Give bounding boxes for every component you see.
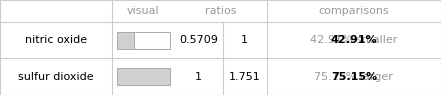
Text: 1: 1: [241, 35, 248, 45]
Bar: [117, 68, 170, 85]
Bar: [117, 32, 134, 49]
Text: 42.91% smaller: 42.91% smaller: [310, 35, 398, 45]
Text: 0.5709: 0.5709: [179, 35, 218, 45]
Text: visual: visual: [127, 6, 160, 16]
Text: 75.15%: 75.15%: [331, 72, 377, 82]
Text: nitric oxide: nitric oxide: [25, 35, 87, 45]
Text: 1: 1: [195, 72, 202, 82]
Text: 42.91%: 42.91%: [331, 35, 377, 45]
Bar: [134, 32, 170, 49]
Text: 1.751: 1.751: [229, 72, 261, 82]
Text: ratios: ratios: [205, 6, 236, 16]
Text: 75.15% larger: 75.15% larger: [314, 72, 393, 82]
Text: sulfur dioxide: sulfur dioxide: [19, 72, 94, 82]
Text: comparisons: comparisons: [318, 6, 389, 16]
